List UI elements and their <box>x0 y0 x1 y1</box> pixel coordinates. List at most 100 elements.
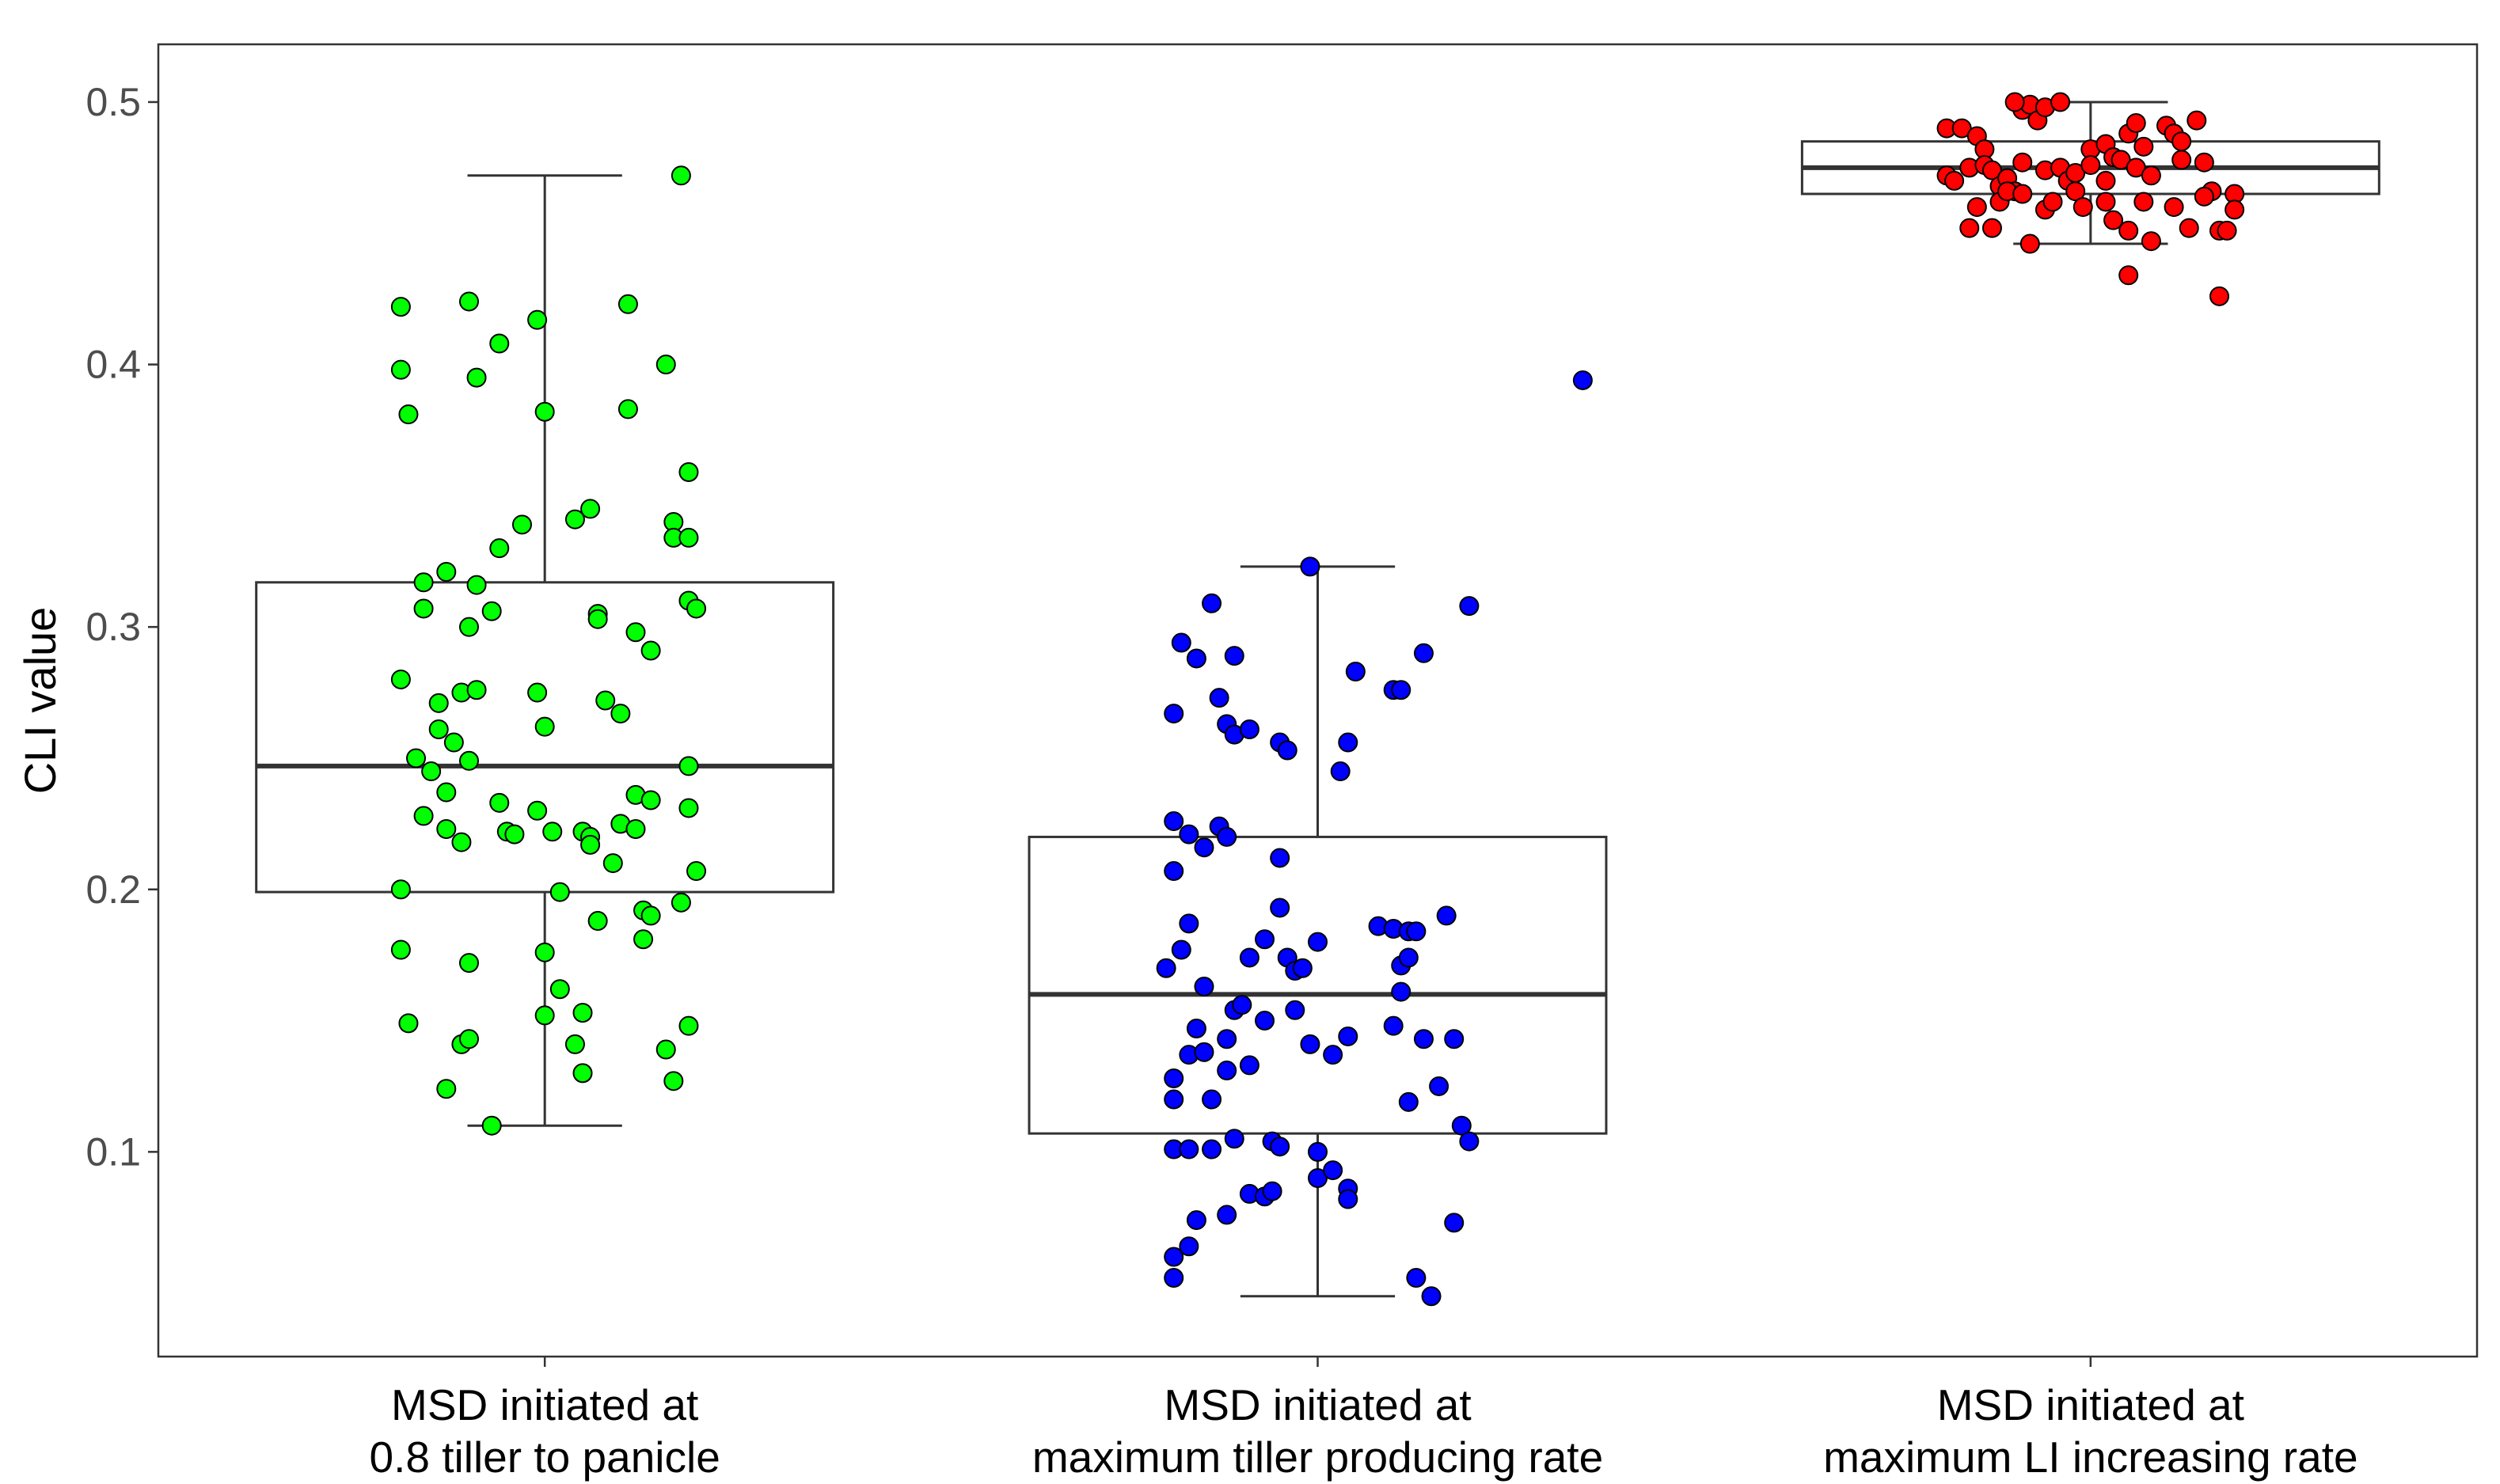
data-point <box>678 756 699 776</box>
data-point <box>2095 192 2116 212</box>
data-point <box>1277 740 1297 761</box>
points-layer <box>390 92 2245 1307</box>
data-point <box>2217 220 2237 241</box>
data-point <box>595 690 616 711</box>
data-point <box>663 1071 684 1091</box>
data-point <box>2171 150 2192 170</box>
data-point <box>1270 1137 1290 1157</box>
data-point <box>1171 632 1191 653</box>
data-point <box>2126 112 2146 133</box>
data-point <box>640 905 661 926</box>
data-point <box>413 806 434 826</box>
data-point <box>1186 1019 1206 1038</box>
data-point <box>390 297 411 317</box>
data-point <box>2179 218 2199 238</box>
data-point <box>1232 995 1252 1015</box>
data-point <box>1164 1247 1184 1267</box>
data-point <box>1164 811 1184 832</box>
data-point <box>527 682 548 703</box>
data-point <box>428 719 449 739</box>
data-point <box>398 404 419 425</box>
data-point <box>678 527 699 548</box>
data-point <box>2126 158 2146 178</box>
data-point <box>671 165 691 186</box>
data-point <box>1164 704 1184 724</box>
data-point <box>1308 1168 1328 1189</box>
data-point <box>2103 210 2124 230</box>
data-point <box>1179 1236 1199 1257</box>
data-point <box>1572 370 1593 390</box>
data-point <box>398 1013 419 1034</box>
data-point <box>1179 824 1199 844</box>
data-point <box>1156 958 1176 978</box>
data-point <box>2194 152 2214 173</box>
data-point <box>678 1015 699 1036</box>
data-point <box>1194 837 1214 858</box>
data-point <box>1330 761 1351 782</box>
data-point <box>2164 197 2184 218</box>
data-point <box>390 359 411 380</box>
data-point <box>1239 947 1259 968</box>
data-point <box>678 462 699 483</box>
data-point <box>1338 1189 1358 1209</box>
data-point <box>1300 556 1320 577</box>
data-point <box>1194 976 1214 996</box>
data-point <box>1262 1181 1282 1201</box>
data-point <box>534 401 555 422</box>
data-point <box>1323 1045 1343 1065</box>
data-point <box>1202 593 1222 613</box>
data-point <box>1421 1286 1442 1307</box>
data-point <box>1406 921 1427 942</box>
data-point <box>466 367 487 388</box>
data-point <box>1308 1141 1328 1162</box>
data-point <box>436 818 457 839</box>
data-point <box>436 1079 457 1099</box>
data-point <box>671 892 691 913</box>
data-point <box>587 609 608 629</box>
data-point <box>602 853 623 874</box>
data-point <box>2133 192 2154 212</box>
data-point <box>678 798 699 818</box>
y-tick-label: 0.5 <box>85 80 141 124</box>
data-point <box>1292 958 1313 978</box>
data-point <box>534 716 555 737</box>
data-point <box>481 1115 502 1136</box>
data-point <box>572 1063 593 1084</box>
data-point <box>390 939 411 960</box>
data-point <box>390 879 411 900</box>
data-point <box>2225 199 2245 220</box>
data-point <box>2171 131 2192 152</box>
data-point <box>511 514 532 535</box>
data-point <box>458 750 479 771</box>
data-point <box>451 832 472 852</box>
box-iqr <box>255 581 835 894</box>
data-point <box>421 761 442 782</box>
data-point <box>1255 929 1275 950</box>
data-point <box>1338 1026 1358 1046</box>
data-point <box>1239 719 1259 739</box>
data-point <box>640 790 661 810</box>
data-point <box>458 291 479 312</box>
data-point <box>655 1039 676 1060</box>
data-point <box>466 680 487 700</box>
data-point <box>1398 947 1419 968</box>
data-point <box>564 1034 585 1054</box>
data-point <box>1406 1268 1427 1289</box>
data-point <box>1429 1076 1449 1096</box>
data-point <box>1270 848 1290 868</box>
boxes-layer <box>255 101 2380 1298</box>
y-axis: 0.1 0.2 0.3 0.4 0.5 <box>85 80 158 1174</box>
data-point <box>413 598 434 619</box>
data-point <box>686 861 707 882</box>
data-point <box>1413 1029 1434 1049</box>
data-point <box>1300 1034 1320 1054</box>
data-point <box>406 748 427 769</box>
data-point <box>580 834 601 855</box>
x-axis: MSD initiated at0.8 tiller to panicleMSD… <box>370 1357 2358 1482</box>
data-point <box>1164 861 1184 882</box>
data-point <box>587 911 608 932</box>
data-point <box>2012 152 2033 173</box>
data-point <box>1444 1213 1465 1233</box>
data-point <box>1383 1015 1404 1036</box>
